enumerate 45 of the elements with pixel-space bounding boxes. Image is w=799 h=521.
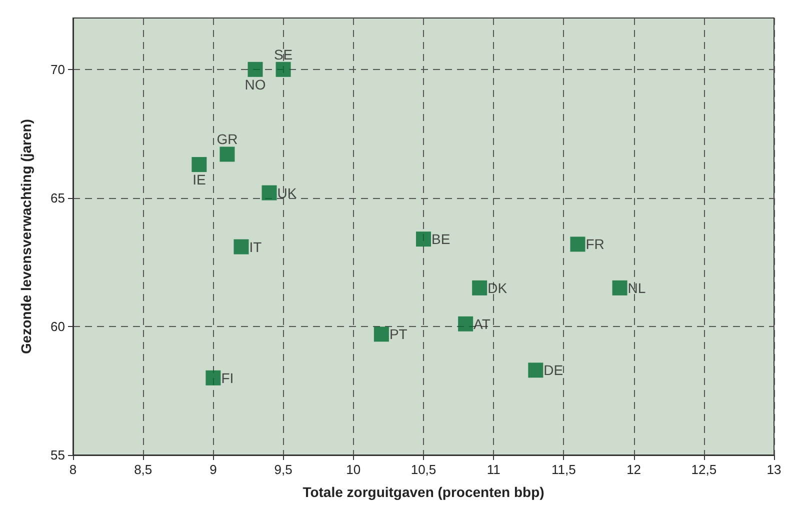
point [612, 280, 628, 296]
annotation: AT [474, 316, 491, 332]
annotation: IT [249, 238, 262, 255]
annotation: NO [244, 76, 266, 92]
y-axis-title: Gezonde levensverwachting (jaren) [18, 119, 34, 354]
x-tick-label: 11,5 [552, 462, 576, 477]
x-tick-label: 8 [69, 462, 77, 477]
annotation: IE [192, 172, 206, 188]
annotation: PT [389, 326, 408, 342]
x-tick-label: 8,5 [134, 462, 152, 477]
x-tick-label: 9 [210, 462, 217, 477]
point [206, 370, 221, 386]
y-tick-label: 60 [50, 318, 65, 334]
x-tick-label: 10,5 [410, 462, 436, 477]
point [570, 236, 586, 252]
point [220, 146, 235, 162]
annotation: UK [277, 184, 298, 201]
x-tick-label: 12 [626, 462, 642, 477]
x-tick-label: 13 [766, 462, 782, 477]
annotation: DE [544, 362, 564, 378]
point [528, 362, 544, 378]
point [458, 316, 474, 332]
annotation: NL [628, 280, 646, 296]
y-tick-label: 70 [50, 62, 65, 77]
annotation: DK [488, 280, 508, 296]
annotation: GR [216, 131, 238, 148]
annotation: FR [586, 236, 604, 252]
annotation: SE [274, 46, 293, 62]
x-axis-title: Totale zorguitgaven (procenten bbp) [302, 484, 544, 500]
annotation: BE [432, 231, 450, 248]
annotation: FI [221, 370, 234, 386]
point [472, 280, 488, 296]
point [416, 232, 431, 247]
point [262, 185, 277, 200]
x-tick-label: 12,5 [691, 462, 717, 477]
x-tick-label: 9,5 [274, 462, 292, 477]
x-tick-label: 10 [346, 462, 361, 477]
point [276, 62, 291, 77]
point [374, 326, 389, 342]
x-tick-label: 11 [486, 462, 500, 477]
point [248, 62, 263, 77]
y-tick-label: 55 [50, 448, 65, 462]
y-tick-label: 65 [50, 190, 65, 206]
point [234, 239, 249, 254]
point [192, 157, 207, 172]
